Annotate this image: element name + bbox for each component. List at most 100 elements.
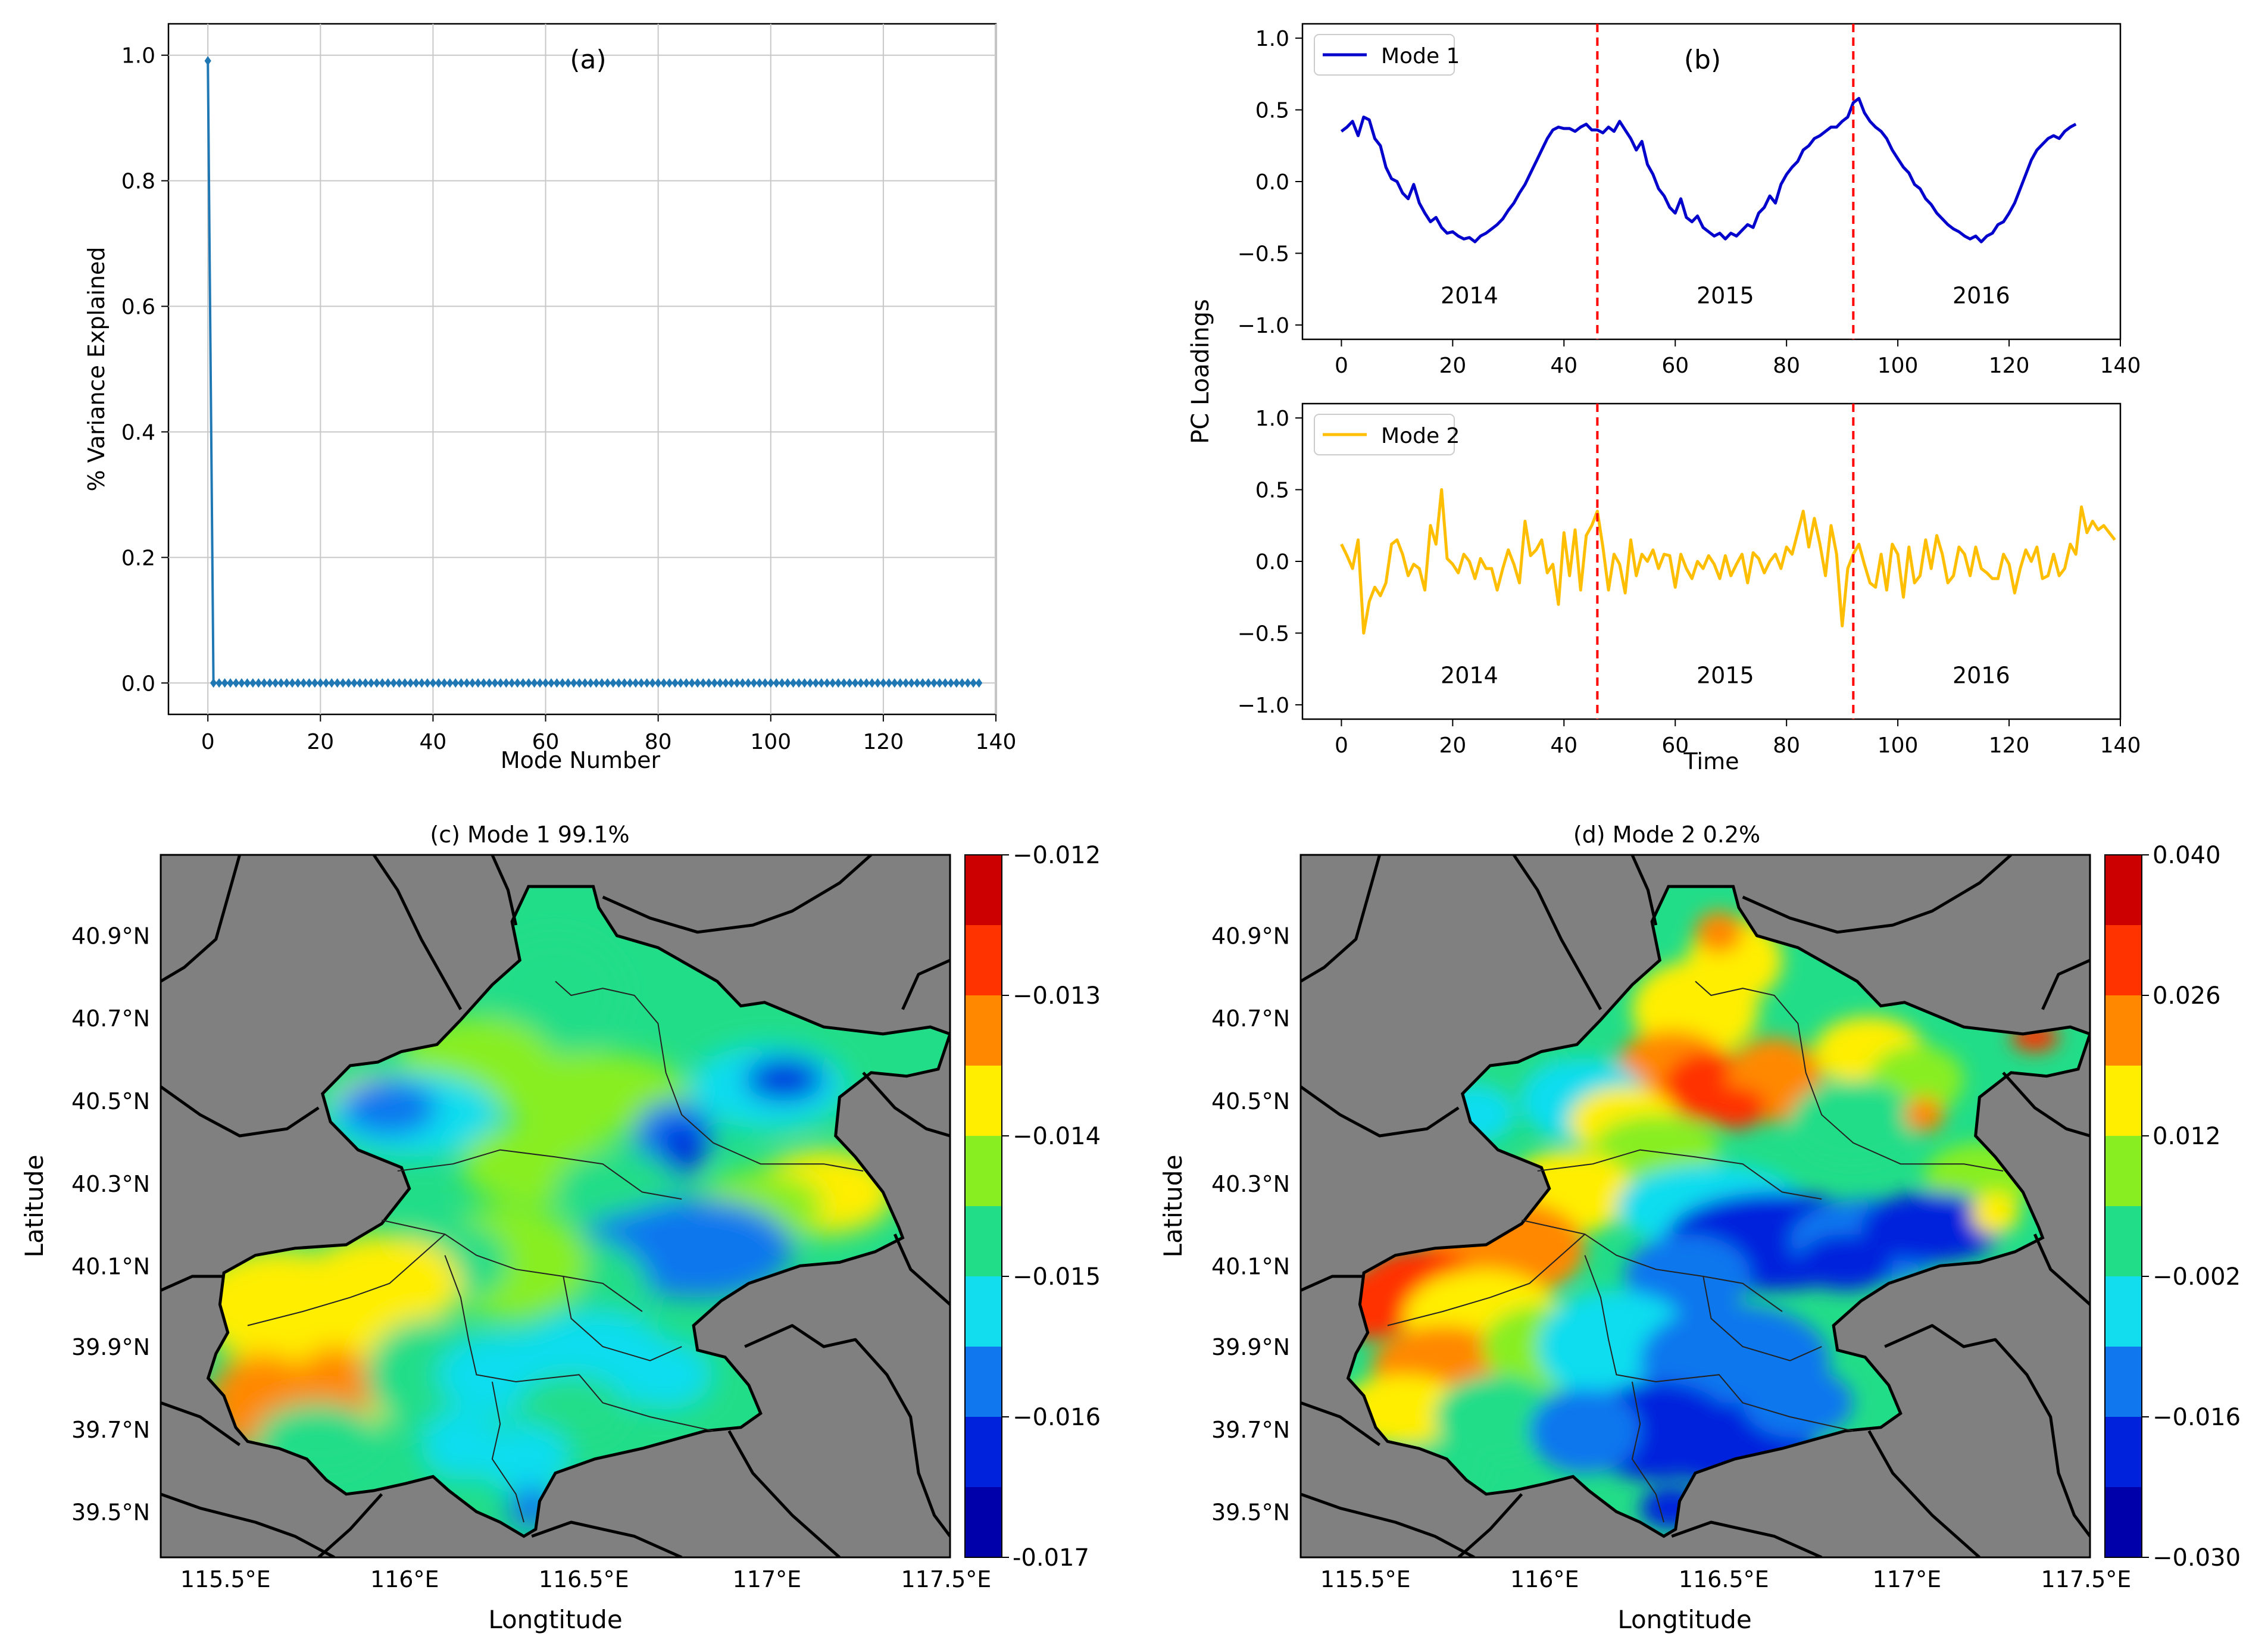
panel-a-ticks: 0 20 40 60 80 100 120 140 0.0 0.2 0.4 0.6 0.8 1.0 <box>121 44 1017 754</box>
map-tick-label-y: 40.1°N <box>71 1253 150 1279</box>
province-border <box>161 1275 224 1292</box>
variance-point <box>570 678 577 688</box>
tick-label-x: 0 <box>1335 354 1348 378</box>
tick-label-y: 0.5 <box>1255 99 1289 123</box>
province-border <box>1301 1401 1381 1447</box>
panel-b-pc-loadings: 0 20 40 60 80 100 120 140 −1.0 −0.5 0.0 0.5 1.0 0 20 4… <box>1187 23 2141 775</box>
panel-d-colorbar: 0.040 0.026 0.012 −0.002 −0.016 −0.030 <box>2104 842 2241 1572</box>
variance-point <box>334 678 341 688</box>
colorbar-segment <box>2105 1487 2142 1558</box>
variance-point <box>841 678 848 688</box>
panel-d-ticks: 115.5°E 116°E 116.5°E 117°E 117.5°E 40.9°N 40.… <box>1211 923 2131 1592</box>
panel-c-colorbar: −0.012 −0.013 −0.014 −0.015 −0.016 -0.017 <box>964 842 1101 1572</box>
colorbar-segment <box>965 1347 1002 1417</box>
tick-label-x: 60 <box>1661 733 1689 758</box>
colorbar-segment <box>2105 1347 2142 1417</box>
province-border <box>372 855 463 1010</box>
district-border <box>247 1233 446 1326</box>
year-label: 2016 <box>1953 283 2010 309</box>
variance-point <box>418 678 426 688</box>
variance-point <box>885 678 892 688</box>
map-tick-label-y: 40.9°N <box>1211 923 1290 950</box>
variance-point <box>564 678 571 688</box>
tick-label-y: −0.5 <box>1238 622 1289 646</box>
province-border <box>1301 855 1382 983</box>
variance-point <box>852 678 859 688</box>
tick-label-x: 60 <box>532 730 560 754</box>
district-border <box>1695 980 2004 1172</box>
panel-b-mode1-year-labels: 2014 2015 2016 <box>1441 283 2010 309</box>
colorbar-tick-label: −0.012 <box>1013 842 1101 869</box>
variance-point <box>717 678 724 688</box>
variance-point <box>970 678 977 688</box>
field-patch <box>1861 1192 2004 1263</box>
variance-point <box>210 678 217 688</box>
variance-point <box>323 678 330 688</box>
variance-point <box>339 678 346 688</box>
variance-point <box>345 678 352 688</box>
variance-point <box>727 678 735 688</box>
variance-point <box>880 678 887 688</box>
variance-point <box>328 678 335 688</box>
province-border <box>1512 855 1602 1010</box>
panel-a-xlabel: Mode Number <box>501 747 661 773</box>
map-tick-label-y: 40.3°N <box>1211 1171 1290 1197</box>
variance-point <box>373 678 380 688</box>
variance-point <box>520 678 527 688</box>
colorbar-segment <box>965 1417 1002 1488</box>
province-border <box>1742 855 2013 934</box>
panel-c-ticks: 115.5°E 116°E 116.5°E 117°E 117.5°E 40.9°N 40.… <box>71 923 991 1592</box>
variance-point <box>548 678 555 688</box>
tick-label-y: 0.0 <box>1255 550 1289 574</box>
variance-point <box>863 678 870 688</box>
colorbar-tick-label: −0.013 <box>1013 982 1101 1010</box>
variance-point <box>722 678 729 688</box>
variance-point <box>705 678 713 688</box>
variance-point <box>829 678 836 688</box>
variance-point <box>930 678 938 688</box>
tick-label-y: 0.4 <box>121 420 155 445</box>
tick-label-x: 120 <box>1989 733 2030 758</box>
map-tick-label-y: 40.7°N <box>71 1005 150 1032</box>
year-label: 2014 <box>1441 663 1498 689</box>
variance-point <box>227 678 234 688</box>
variance-point <box>699 678 707 688</box>
province-border <box>531 1520 683 1557</box>
map-tick-label-y: 39.5°N <box>71 1499 150 1525</box>
tick-label-y: 1.0 <box>1255 407 1289 431</box>
variance-point <box>947 678 954 688</box>
panel-a-variance-plot: 0 20 40 60 80 100 120 140 0.0 0.2 0.4 0.6 0.8 1.0 (a)… <box>83 23 1017 773</box>
tick-label-y: −1.0 <box>1238 314 1289 338</box>
panel-d-boundary <box>1346 885 2090 1538</box>
variance-point <box>469 678 476 688</box>
variance-point <box>823 678 830 688</box>
variance-point <box>666 678 673 688</box>
map-tick-label-x: 117°E <box>733 1566 802 1592</box>
variance-point <box>294 678 302 688</box>
variance-point <box>587 678 594 688</box>
tick-label-x: 60 <box>1661 354 1689 378</box>
variance-point <box>626 678 633 688</box>
map-tick-label-y: 39.9°N <box>71 1334 150 1360</box>
variance-point <box>531 678 538 688</box>
variance-point <box>936 678 944 688</box>
variance-point <box>807 678 814 688</box>
field-patch <box>1529 1388 1641 1473</box>
province-border <box>862 1072 950 1138</box>
panel-c-frame <box>160 854 951 1559</box>
district-border <box>1387 1233 1586 1326</box>
variance-point <box>902 678 910 688</box>
colorbar-frame <box>2104 854 2142 1558</box>
legend-label-mode1: Mode 1 <box>1381 44 1460 68</box>
map-tick-label-y: 39.7°N <box>71 1417 150 1443</box>
district-border <box>1537 1149 1822 1200</box>
variance-point <box>761 678 769 688</box>
variance-point <box>215 678 223 688</box>
map-tick-label-x: 115.5°E <box>180 1566 271 1592</box>
panel-d-xlabel: Longtitude <box>1617 1605 1751 1634</box>
province-border <box>161 1401 241 1447</box>
panel-d-field <box>1348 911 2058 1529</box>
variance-point <box>671 678 679 688</box>
variance-point <box>874 678 882 688</box>
